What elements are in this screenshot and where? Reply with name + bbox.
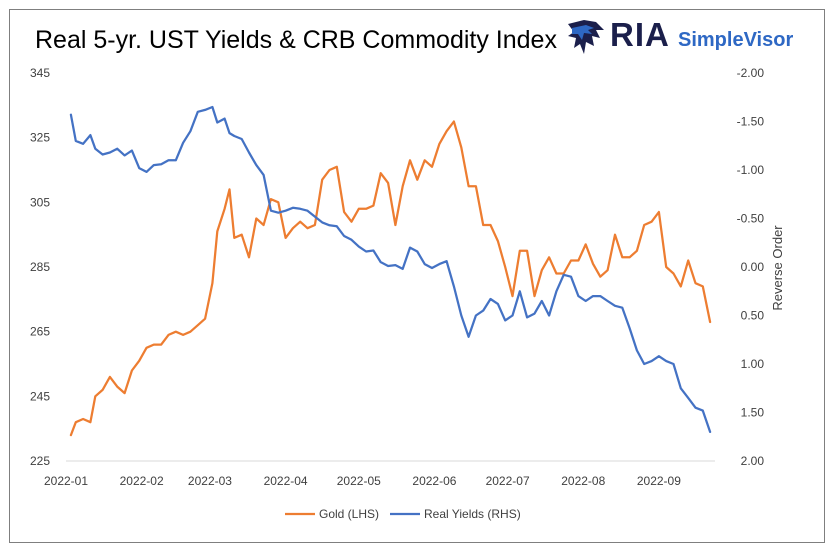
x-tick-label: 2022-07 — [486, 474, 530, 488]
series-lines — [69, 105, 712, 437]
x-axis-ticks: 2022-01 2022-02 2022-03 2022-04 2022-05 2022-… — [44, 474, 681, 488]
series-line-real-yields — [69, 105, 712, 434]
right-tick-label: -1.50 — [737, 115, 765, 129]
right-tick-label: -2.00 — [737, 66, 765, 80]
ria-wordmark: RIA — [610, 16, 670, 53]
series-line-gold — [69, 120, 712, 437]
legend-label: Real Yields (RHS) — [424, 507, 521, 521]
left-tick-label: 325 — [30, 131, 50, 145]
left-tick-label: 345 — [30, 66, 50, 80]
right-axis-ticks: -2.00 -1.50 -1.00 -0.50 0.00 0.50 1.00 1.50 2.00 — [737, 66, 765, 468]
x-tick-label: 2022-02 — [120, 474, 164, 488]
right-tick-label: 2.00 — [741, 454, 765, 468]
right-axis-label: Reverse Order — [770, 225, 785, 311]
x-tick-label: 2022-01 — [44, 474, 88, 488]
left-axis-ticks: 345 325 305 285 265 245 225 — [30, 66, 50, 468]
left-tick-label: 245 — [30, 389, 50, 403]
x-tick-label: 2022-03 — [188, 474, 232, 488]
right-tick-label: 0.00 — [741, 260, 765, 274]
right-tick-label: 0.50 — [741, 309, 765, 323]
x-tick-label: 2022-09 — [637, 474, 681, 488]
legend: Gold (LHS) Real Yields (RHS) — [285, 507, 521, 521]
left-tick-label: 305 — [30, 195, 50, 209]
right-tick-label: 1.00 — [741, 357, 765, 371]
simplevisor-wordmark: SimpleVisor — [678, 29, 794, 51]
eagle-logo-icon — [568, 20, 604, 54]
x-tick-label: 2022-04 — [264, 474, 308, 488]
left-tick-label: 285 — [30, 260, 50, 274]
ria-simplevisor-logo: RIA SimpleVisor — [566, 16, 801, 58]
right-tick-label: -1.00 — [737, 163, 765, 177]
right-tick-label: -0.50 — [737, 212, 765, 226]
left-tick-label: 225 — [30, 454, 50, 468]
x-tick-label: 2022-05 — [337, 474, 381, 488]
x-tick-label: 2022-06 — [412, 474, 456, 488]
legend-label: Gold (LHS) — [319, 507, 379, 521]
left-tick-label: 265 — [30, 325, 50, 339]
chart-title: Real 5-yr. UST Yields & CRB Commodity In… — [35, 26, 557, 54]
chart-frame — [9, 9, 825, 543]
right-tick-label: 1.50 — [741, 406, 765, 420]
x-tick-label: 2022-08 — [561, 474, 605, 488]
